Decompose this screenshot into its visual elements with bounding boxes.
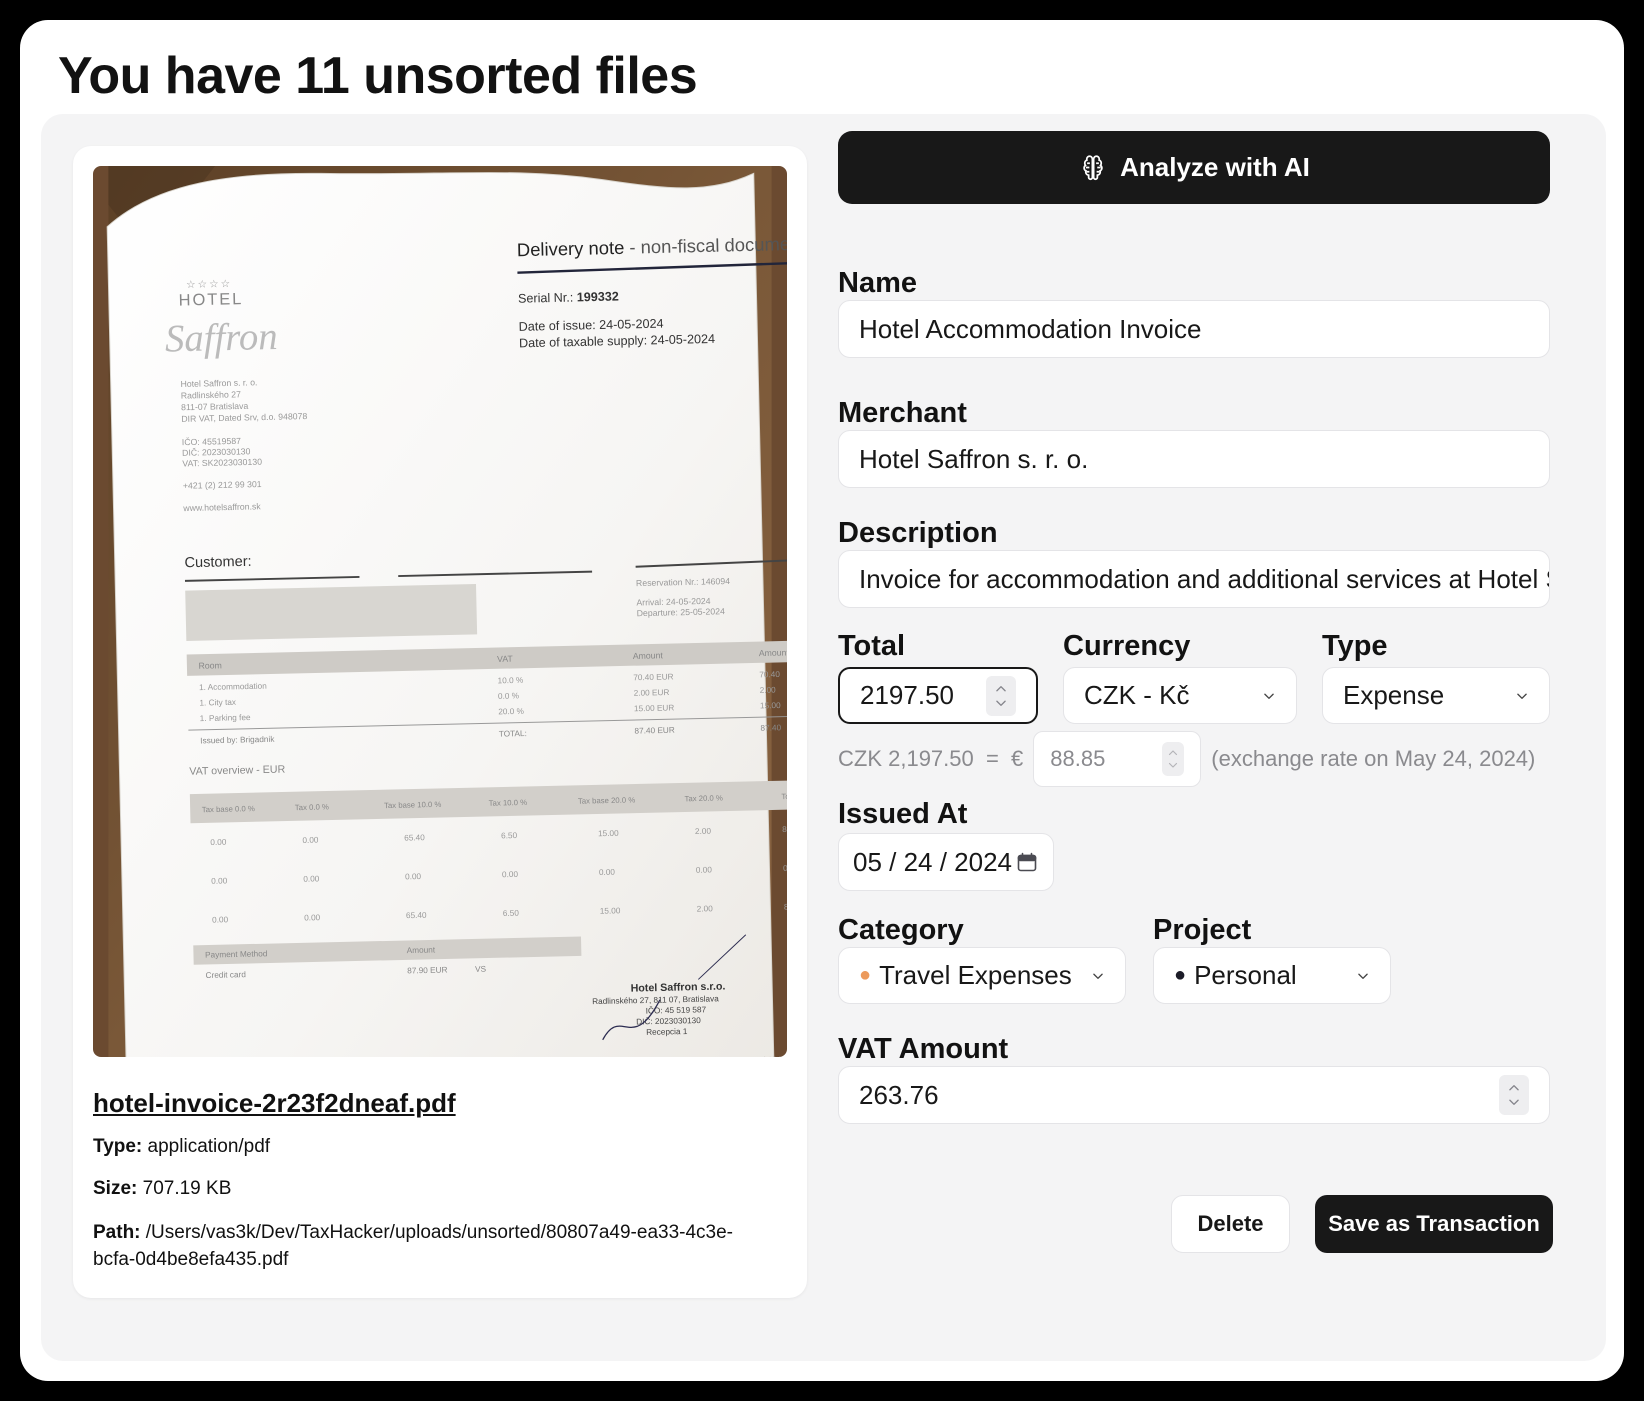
svg-text:20.0 %: 20.0 % <box>498 707 525 717</box>
svg-text:Arrival: 24-05-2024: Arrival: 24-05-2024 <box>636 596 711 608</box>
svg-text:811-07 Bratislava: 811-07 Bratislava <box>181 401 249 413</box>
svg-text:Total: Total <box>781 792 787 801</box>
svg-text:0.00: 0.00 <box>599 868 616 877</box>
svg-text:1. Parking fee: 1. Parking fee <box>200 713 251 723</box>
svg-text:70.40 EUR: 70.40 EUR <box>633 672 674 682</box>
svg-text:2.00: 2.00 <box>760 686 777 695</box>
svg-text:15.00: 15.00 <box>600 906 621 915</box>
svg-text:0.00: 0.00 <box>210 838 227 847</box>
svg-text:87.90 EUR: 87.90 EUR <box>407 966 448 976</box>
svg-text:Hotel Saffron s.r.o.: Hotel Saffron s.r.o. <box>631 980 726 994</box>
svg-text:HOTEL: HOTEL <box>178 290 243 309</box>
svg-text:65.40: 65.40 <box>406 911 427 920</box>
svg-text:Issued by: Brigadnik: Issued by: Brigadnik <box>200 735 275 746</box>
svg-text:Customer:: Customer: <box>184 554 251 572</box>
svg-text:2.00 EUR: 2.00 EUR <box>634 688 670 698</box>
svg-text:VAT: VAT <box>497 654 514 664</box>
svg-text:0.00: 0.00 <box>405 872 422 881</box>
svg-text:Saffron: Saffron <box>164 315 278 361</box>
svg-text:Radlinského 27: Radlinského 27 <box>181 389 241 400</box>
svg-text:10.0 %: 10.0 % <box>497 676 524 686</box>
svg-text:Recepcia 1: Recepcia 1 <box>646 1027 688 1037</box>
svg-text:VAT overview - EUR: VAT overview - EUR <box>189 764 285 778</box>
svg-text:0.00: 0.00 <box>502 870 519 879</box>
svg-text:Hotel Saffron s. r. o.: Hotel Saffron s. r. o. <box>180 377 257 389</box>
svg-text:TOTAL:: TOTAL: <box>499 729 527 739</box>
svg-text:Amount: Amount <box>407 945 436 955</box>
svg-text:Reservation Nr.: 146094: Reservation Nr.: 146094 <box>636 576 730 588</box>
svg-text:Serial Nr.: 199332: Serial Nr.: 199332 <box>518 289 619 305</box>
svg-text:VAT: SK2023030130: VAT: SK2023030130 <box>182 457 262 469</box>
svg-text:Tax base 10.0 %: Tax base 10.0 % <box>384 800 442 810</box>
svg-text:0.0 %: 0.0 % <box>498 691 520 700</box>
svg-text:6.50: 6.50 <box>501 831 518 840</box>
svg-text:15.00: 15.00 <box>760 701 781 710</box>
svg-text:2.00: 2.00 <box>695 827 712 836</box>
svg-text:15.00 EUR: 15.00 EUR <box>634 703 675 713</box>
svg-text:Tax base 20.0 %: Tax base 20.0 % <box>578 795 636 805</box>
svg-text:87.90: 87.90 <box>782 825 787 834</box>
svg-text:0.00: 0.00 <box>303 874 320 883</box>
svg-text:Departure: 25-05-2024: Departure: 25-05-2024 <box>637 606 726 618</box>
svg-text:☆☆☆☆: ☆☆☆☆ <box>186 278 232 291</box>
svg-text:DIČ: 2023030130: DIČ: 2023030130 <box>182 446 251 458</box>
svg-text:+421 (2) 212 99 301: +421 (2) 212 99 301 <box>183 479 262 491</box>
svg-text:87.90: 87.90 <box>784 902 787 911</box>
svg-text:Tax 0.0 %: Tax 0.0 % <box>295 802 329 812</box>
svg-text:0.00: 0.00 <box>212 915 229 924</box>
svg-text:0.00: 0.00 <box>783 863 787 872</box>
svg-text:87.40: 87.40 <box>760 723 781 732</box>
svg-text:Tax 10.0 %: Tax 10.0 % <box>489 798 528 808</box>
svg-text:0.00: 0.00 <box>302 836 319 845</box>
svg-text:65.40: 65.40 <box>404 833 425 842</box>
svg-text:15.00: 15.00 <box>598 829 619 838</box>
svg-text:0.00: 0.00 <box>211 876 228 885</box>
svg-text:IČO: 45519587: IČO: 45519587 <box>182 436 241 447</box>
svg-text:1. City tax: 1. City tax <box>199 698 237 708</box>
svg-text:Amount EUR: Amount EUR <box>759 647 787 658</box>
svg-text:www.hotelsaffron.sk: www.hotelsaffron.sk <box>182 501 261 513</box>
svg-text:Credit card: Credit card <box>205 970 246 980</box>
svg-text:2.00: 2.00 <box>697 904 714 913</box>
svg-text:1. Accommodation: 1. Accommodation <box>199 682 267 693</box>
svg-text:87.40 EUR: 87.40 EUR <box>634 726 675 736</box>
svg-text:6.50: 6.50 <box>503 909 520 918</box>
svg-text:0.00: 0.00 <box>696 865 713 874</box>
svg-text:Room: Room <box>198 660 221 671</box>
svg-text:70.40: 70.40 <box>759 670 780 679</box>
svg-text:Amount: Amount <box>633 650 664 661</box>
svg-text:Tax base 0.0 %: Tax base 0.0 % <box>202 804 255 814</box>
svg-text:0.00: 0.00 <box>304 913 321 922</box>
svg-text:Tax 20.0 %: Tax 20.0 % <box>684 793 723 803</box>
svg-text:Payment Method: Payment Method <box>205 949 268 959</box>
svg-text:VS: VS <box>475 965 487 974</box>
